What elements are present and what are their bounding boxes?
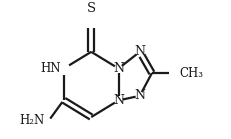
Text: N: N xyxy=(113,94,124,107)
Text: N: N xyxy=(134,45,145,58)
Text: HN: HN xyxy=(40,62,61,75)
Text: N: N xyxy=(134,89,145,102)
Text: N: N xyxy=(113,62,124,75)
Text: CH₃: CH₃ xyxy=(179,67,203,80)
Text: H₂N: H₂N xyxy=(19,114,44,127)
Text: S: S xyxy=(87,2,96,15)
